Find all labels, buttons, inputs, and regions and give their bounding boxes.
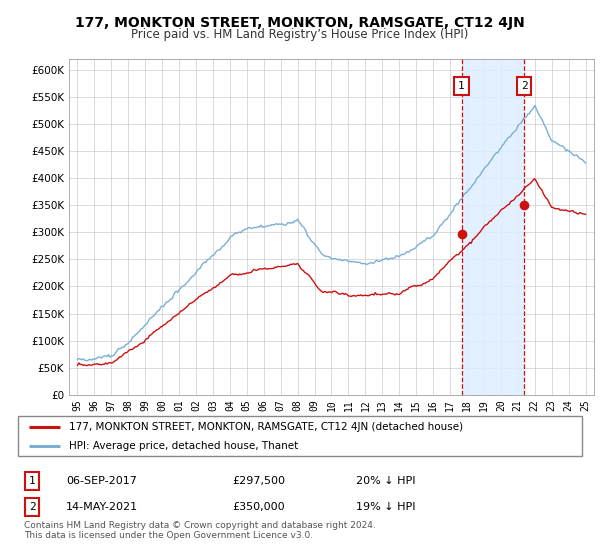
Text: 1: 1 [29, 476, 35, 486]
Text: Contains HM Land Registry data © Crown copyright and database right 2024.
This d: Contains HM Land Registry data © Crown c… [23, 521, 376, 540]
Text: 06-SEP-2017: 06-SEP-2017 [66, 476, 137, 486]
Text: 2: 2 [29, 502, 35, 512]
Text: £350,000: £350,000 [232, 502, 285, 512]
Bar [461, 59, 524, 395]
Text: 14-MAY-2021: 14-MAY-2021 [66, 502, 138, 512]
FancyBboxPatch shape [18, 416, 582, 456]
Text: 20% ↓ HPI: 20% ↓ HPI [356, 476, 416, 486]
Text: 1: 1 [458, 81, 465, 91]
Text: Price paid vs. HM Land Registry’s House Price Index (HPI): Price paid vs. HM Land Registry’s House … [131, 28, 469, 41]
Text: 19% ↓ HPI: 19% ↓ HPI [356, 502, 416, 512]
Text: £297,500: £297,500 [232, 476, 286, 486]
Text: 2: 2 [521, 81, 527, 91]
Text: 177, MONKTON STREET, MONKTON, RAMSGATE, CT12 4JN: 177, MONKTON STREET, MONKTON, RAMSGATE, … [75, 16, 525, 30]
Text: HPI: Average price, detached house, Thanet: HPI: Average price, detached house, Than… [69, 441, 298, 451]
Text: 177, MONKTON STREET, MONKTON, RAMSGATE, CT12 4JN (detached house): 177, MONKTON STREET, MONKTON, RAMSGATE, … [69, 422, 463, 432]
